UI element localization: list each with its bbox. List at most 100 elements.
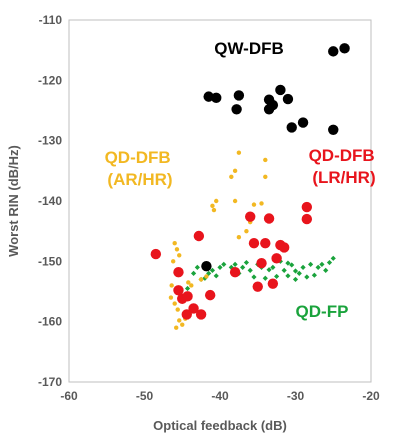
data-point-qd-dfb-lr-hr: [173, 266, 184, 278]
data-point-qd-dfb-ar-hr: [229, 174, 234, 180]
y-tick-label: -150: [38, 254, 62, 268]
data-point-qw-dfb: [286, 122, 297, 133]
data-point-qd-fp: [247, 267, 253, 273]
data-point-qd-dfb-lr-hr: [252, 281, 263, 292]
annotations: QW-DFB QD-DFB (AR/HR) QD-DFB (LR/HR) QD-…: [105, 39, 380, 321]
data-point-qd-dfb-lr-hr: [195, 309, 207, 320]
data-points: [150, 43, 350, 330]
data-point-qd-fp: [311, 272, 317, 278]
series-qd-dfb-ar-hr: [168, 150, 268, 330]
data-point-qd-dfb-ar-hr: [198, 277, 204, 282]
data-point-qd-fp: [228, 264, 234, 270]
annotation-qd-dfb-ar-hr-line-1: QD-DFB: [105, 148, 171, 167]
data-point-qd-dfb-ar-hr: [177, 318, 182, 323]
plot-area: [68, 19, 372, 383]
series-qd-dfb-lr-hr: [150, 201, 313, 320]
data-point-qw-dfb: [275, 84, 286, 96]
data-point-qd-dfb-ar-hr: [177, 253, 182, 258]
x-tick-labels: -60 -50 -40 -30 -20: [60, 389, 380, 403]
annotation-qd-fp: QD-FP: [296, 302, 349, 321]
data-point-qw-dfb: [211, 92, 222, 104]
data-point-qd-fp: [319, 261, 325, 267]
data-point-qd-dfb-ar-hr: [172, 241, 177, 246]
data-point-qd-dfb-lr-hr: [248, 238, 260, 249]
data-point-qd-fp: [308, 261, 314, 267]
y-axis-title: Worst RIN (dB/Hz): [6, 145, 21, 257]
data-point-qd-dfb-ar-hr: [189, 283, 194, 288]
data-point-qd-fp: [274, 273, 280, 280]
data-point-qd-fp: [270, 264, 276, 270]
y-tick-label: -130: [38, 134, 62, 148]
annotation-qd-fp-line-1: QD-FP: [296, 302, 349, 321]
data-point-qd-dfb-ar-hr: [263, 157, 268, 163]
data-point-qd-dfb-ar-hr: [170, 259, 176, 264]
data-point-qd-dfb-ar-hr: [174, 325, 179, 330]
data-point-qd-dfb-ar-hr: [211, 207, 217, 213]
data-point-qd-dfb-ar-hr: [175, 307, 180, 312]
data-point-qd-fp: [296, 270, 302, 276]
data-point-qd-fp: [292, 268, 299, 274]
data-point-qd-fp: [240, 264, 246, 270]
annotation-qw-dfb-line-1: QW-DFB: [214, 39, 284, 58]
data-point-qd-fp: [285, 260, 291, 266]
data-point-qd-dfb-ar-hr: [172, 301, 177, 306]
data-point-qd-fp: [232, 261, 238, 267]
data-point-qd-dfb-ar-hr: [204, 274, 209, 279]
y-tick-label: -110: [39, 13, 63, 27]
data-point-qd-dfb-lr-hr: [301, 213, 313, 225]
data-point-qd-dfb-lr-hr: [301, 201, 313, 213]
data-point-qd-fp: [206, 270, 212, 276]
data-point-qw-dfb: [233, 90, 245, 101]
x-tick-label: -30: [287, 389, 305, 403]
series-qd-fp: [179, 255, 336, 301]
data-point-qd-dfb-ar-hr: [236, 235, 242, 240]
data-point-qd-fp: [262, 275, 268, 281]
y-tick-label: -170: [38, 375, 62, 389]
annotation-qd-dfb-lr-hr-line-1: QD-DFB: [309, 146, 375, 165]
data-point-qw-dfb: [328, 124, 339, 136]
data-point-qd-dfb-ar-hr: [236, 150, 242, 155]
data-point-qd-fp: [184, 285, 191, 292]
data-point-qd-dfb-ar-hr: [210, 203, 215, 209]
data-point-qd-dfb-lr-hr: [278, 242, 290, 253]
x-tick-label: -60: [60, 389, 78, 403]
data-point-qd-dfb-ar-hr: [244, 228, 249, 234]
x-axis-title: Optical feedback (dB): [153, 418, 287, 433]
data-point-qw-dfb: [282, 93, 294, 105]
data-point-qd-fp: [190, 270, 197, 276]
data-point-qd-fp: [289, 262, 295, 268]
data-point-qd-dfb-ar-hr: [174, 247, 180, 252]
data-point-qd-fp: [330, 255, 336, 261]
data-point-qd-fp: [266, 267, 272, 273]
data-point-qd-dfb-ar-hr: [251, 202, 257, 207]
data-point-qw-dfb: [263, 104, 275, 115]
data-point-qd-dfb-lr-hr: [245, 211, 256, 222]
data-point-qd-dfb-lr-hr: [173, 285, 184, 296]
data-point-qd-fp: [292, 276, 299, 283]
data-point-qd-dfb-ar-hr: [259, 201, 264, 206]
data-point-qd-fp: [285, 273, 291, 279]
data-point-qd-dfb-ar-hr: [263, 174, 268, 180]
data-point-qd-fp: [194, 264, 200, 270]
x-tick-label: -50: [136, 389, 154, 403]
data-point-qd-dfb-lr-hr: [193, 230, 205, 242]
data-point-qd-dfb-lr-hr: [256, 257, 267, 269]
data-point-qd-fp: [243, 259, 250, 266]
data-point-qd-dfb-ar-hr: [232, 168, 238, 174]
data-point-qd-fp: [217, 264, 223, 270]
data-point-qd-dfb-lr-hr: [150, 248, 162, 260]
data-point-qd-fp: [326, 259, 333, 266]
x-tick-label: -40: [211, 389, 229, 403]
annotation-qw-dfb: QW-DFB: [214, 39, 284, 58]
y-tick-label: -120: [38, 73, 62, 87]
data-point-qd-fp: [315, 264, 321, 270]
data-point-qd-dfb-lr-hr: [229, 266, 241, 278]
data-point-qd-fp: [304, 274, 310, 280]
data-point-qd-fp: [281, 267, 287, 273]
data-point-qw-dfb: [201, 260, 212, 272]
annotation-qd-dfb-lr-hr: QD-DFB (LR/HR): [309, 146, 380, 187]
y-tick-labels: -110 -120 -130 -140 -150 -160 -170: [38, 13, 62, 389]
data-point-qw-dfb: [328, 46, 339, 57]
data-point-qd-dfb-lr-hr: [188, 303, 199, 314]
